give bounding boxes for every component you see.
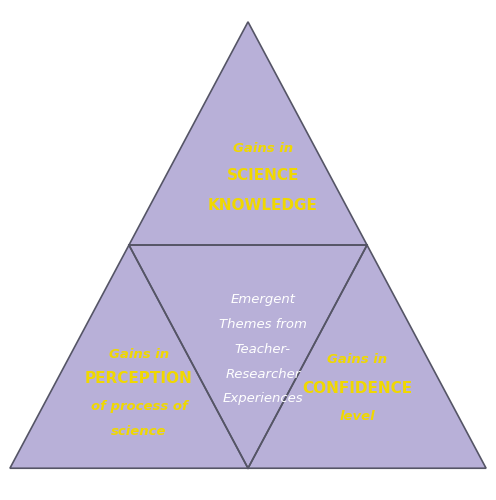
Text: Emergent: Emergent [230, 293, 296, 306]
Text: Experiences: Experiences [223, 392, 303, 406]
Text: CONFIDENCE: CONFIDENCE [302, 382, 412, 396]
Text: Teacher-: Teacher- [235, 342, 291, 355]
Text: level: level [339, 410, 375, 422]
Text: of process of: of process of [90, 400, 187, 412]
Text: PERCEPTION: PERCEPTION [85, 372, 193, 386]
Text: Themes from: Themes from [219, 318, 307, 331]
Text: Gains in: Gains in [327, 352, 387, 366]
Text: Gains in: Gains in [109, 348, 169, 360]
Polygon shape [129, 245, 367, 468]
Text: Gains in: Gains in [233, 142, 293, 155]
Text: science: science [111, 424, 167, 438]
Text: SCIENCE: SCIENCE [227, 168, 299, 183]
Text: KNOWLEDGE: KNOWLEDGE [208, 198, 318, 213]
Polygon shape [10, 22, 486, 468]
Text: Researcher: Researcher [225, 368, 301, 380]
